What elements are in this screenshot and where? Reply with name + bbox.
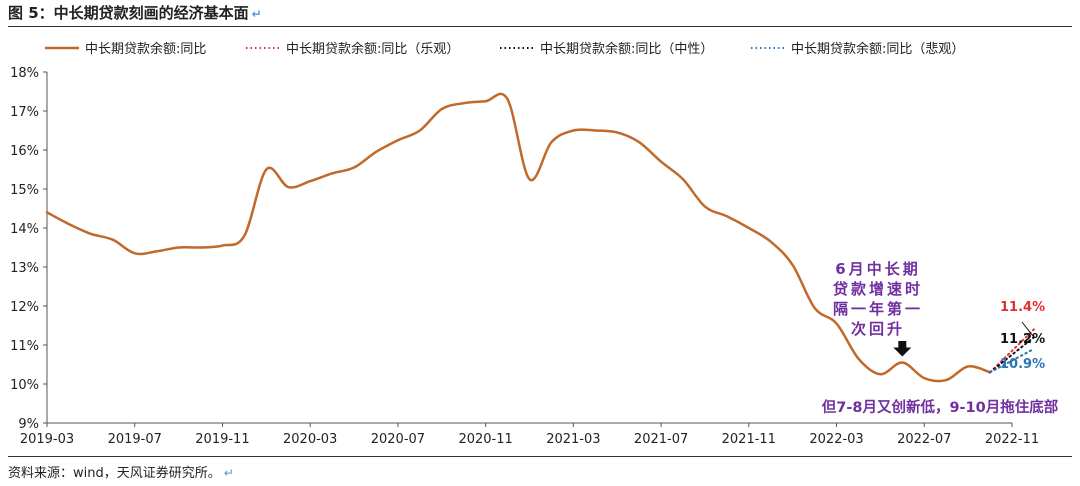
end-label-2: 10.9%	[1000, 357, 1045, 372]
series-line-2	[989, 336, 1035, 374]
source-text: 资料来源：wind，天风证券研究所。	[8, 466, 221, 481]
y-tick-label: 17%	[10, 105, 39, 120]
y-tick-label: 18%	[10, 66, 39, 81]
x-tick-label: 2021-07	[634, 432, 688, 447]
axes: 9% 10% 11% 12% 13% 14% 15% 16% 17% 18% 2019-03 2019…	[10, 66, 1039, 447]
legend-label-2: 中长期贷款余额:同比（中性）	[540, 41, 713, 57]
series-line-3	[989, 347, 1035, 374]
annotation-line-0: 6月中长期	[835, 260, 920, 278]
y-tick-label: 10%	[10, 378, 39, 393]
x-tick-label: 2022-11	[985, 432, 1039, 447]
return-icon: ↵	[251, 7, 262, 21]
x-tick-label: 2022-07	[897, 432, 951, 447]
annotation-bottom-note: 但7-8月又创新低，9-10月拖住底部	[822, 398, 1059, 416]
annotation-line-3: 次回升	[851, 320, 905, 338]
annotation-line-2: 隔一年第一	[833, 300, 923, 318]
return-icon-source: ↵	[223, 466, 234, 480]
x-tick-label: 2021-11	[722, 432, 776, 447]
neutral-leader-line	[1021, 321, 1035, 338]
x-tick-label: 2019-03	[20, 432, 74, 447]
bottom-rule	[8, 456, 1072, 457]
top-rule	[8, 26, 1072, 27]
x-tick-label: 2019-07	[108, 432, 162, 447]
source-note: 资料来源：wind，天风证券研究所。 ↵	[8, 462, 234, 481]
x-tick-label: 2021-03	[546, 432, 600, 447]
y-tick-label: 15%	[10, 183, 39, 198]
annotation-line-1: 贷款增速时	[833, 280, 923, 298]
y-tick-label: 12%	[10, 300, 39, 315]
legend-label-3: 中长期贷款余额:同比（悲观）	[791, 41, 964, 57]
legend-label-0: 中长期贷款余额:同比	[85, 41, 206, 57]
series-line-0	[45, 92, 992, 383]
y-tick-label: 16%	[10, 144, 39, 159]
end-label-1: 11.2%	[1000, 332, 1045, 347]
series-group	[45, 92, 1035, 383]
x-tick-label: 2022-03	[809, 432, 863, 447]
end-label-0: 11.4%	[1000, 300, 1045, 315]
y-tick-label: 11%	[10, 339, 39, 354]
legend-label-1: 中长期贷款余额:同比（乐观）	[286, 41, 459, 57]
x-tick-label: 2020-11	[458, 432, 512, 447]
y-tick-label: 9%	[18, 417, 39, 432]
y-tick-label: 13%	[10, 261, 39, 276]
x-tick-label: 2020-07	[371, 432, 425, 447]
figure-title: 图 5：中长期贷款刻画的经济基本面 ↵	[8, 2, 262, 23]
legend: 中长期贷款余额:同比 中长期贷款余额:同比（乐观） 中长期贷款余额:同比（中性） 中长…	[45, 41, 964, 57]
x-tick-label: 2020-03	[283, 432, 337, 447]
figure-title-text: 图 5：中长期贷款刻画的经济基本面	[8, 4, 249, 22]
series-line-1	[989, 328, 1035, 374]
y-tick-label: 14%	[10, 222, 39, 237]
down-arrow-icon	[893, 341, 912, 357]
x-tick-label: 2019-11	[195, 432, 249, 447]
